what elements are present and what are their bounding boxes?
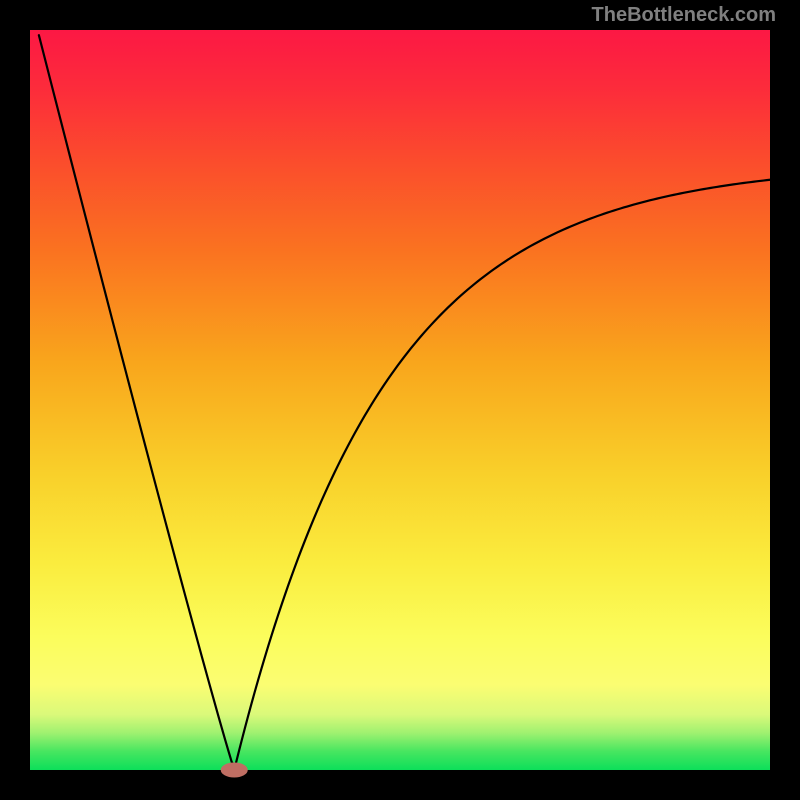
plot-area <box>30 30 770 770</box>
watermark-text: TheBottleneck.com <box>592 4 776 27</box>
bottleneck-chart <box>0 0 800 800</box>
chart-root: TheBottleneck.com <box>0 0 800 800</box>
minimum-marker <box>221 763 247 777</box>
